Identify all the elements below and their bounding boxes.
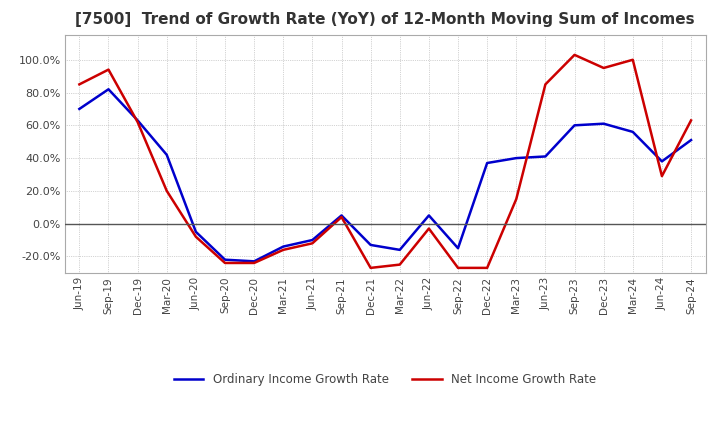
Net Income Growth Rate bbox=[250, 260, 258, 266]
Net Income Growth Rate bbox=[425, 226, 433, 231]
Net Income Growth Rate bbox=[133, 119, 142, 125]
Ordinary Income Growth Rate bbox=[75, 106, 84, 112]
Ordinary Income Growth Rate bbox=[163, 152, 171, 158]
Net Income Growth Rate bbox=[512, 196, 521, 202]
Ordinary Income Growth Rate bbox=[454, 246, 462, 251]
Net Income Growth Rate bbox=[279, 247, 287, 253]
Ordinary Income Growth Rate bbox=[657, 159, 666, 164]
Ordinary Income Growth Rate bbox=[425, 213, 433, 218]
Ordinary Income Growth Rate bbox=[483, 160, 492, 165]
Net Income Growth Rate bbox=[541, 82, 550, 87]
Ordinary Income Growth Rate bbox=[220, 257, 229, 262]
Net Income Growth Rate bbox=[75, 82, 84, 87]
Net Income Growth Rate bbox=[687, 118, 696, 123]
Net Income Growth Rate bbox=[192, 234, 200, 239]
Ordinary Income Growth Rate bbox=[570, 123, 579, 128]
Ordinary Income Growth Rate bbox=[366, 242, 375, 248]
Ordinary Income Growth Rate bbox=[133, 118, 142, 123]
Ordinary Income Growth Rate bbox=[512, 155, 521, 161]
Net Income Growth Rate bbox=[570, 52, 579, 58]
Line: Ordinary Income Growth Rate: Ordinary Income Growth Rate bbox=[79, 89, 691, 261]
Ordinary Income Growth Rate bbox=[104, 87, 113, 92]
Line: Net Income Growth Rate: Net Income Growth Rate bbox=[79, 55, 691, 268]
Net Income Growth Rate bbox=[220, 260, 229, 266]
Net Income Growth Rate bbox=[629, 57, 637, 62]
Net Income Growth Rate bbox=[599, 65, 608, 70]
Ordinary Income Growth Rate bbox=[599, 121, 608, 126]
Net Income Growth Rate bbox=[366, 265, 375, 271]
Net Income Growth Rate bbox=[483, 265, 492, 271]
Net Income Growth Rate bbox=[104, 67, 113, 72]
Ordinary Income Growth Rate bbox=[192, 229, 200, 235]
Ordinary Income Growth Rate bbox=[629, 129, 637, 135]
Net Income Growth Rate bbox=[395, 262, 404, 267]
Ordinary Income Growth Rate bbox=[308, 238, 317, 243]
Net Income Growth Rate bbox=[337, 214, 346, 220]
Ordinary Income Growth Rate bbox=[337, 213, 346, 218]
Title: [7500]  Trend of Growth Rate (YoY) of 12-Month Moving Sum of Incomes: [7500] Trend of Growth Rate (YoY) of 12-… bbox=[76, 12, 695, 27]
Net Income Growth Rate bbox=[308, 241, 317, 246]
Net Income Growth Rate bbox=[454, 265, 462, 271]
Ordinary Income Growth Rate bbox=[279, 244, 287, 249]
Net Income Growth Rate bbox=[163, 188, 171, 194]
Net Income Growth Rate bbox=[657, 173, 666, 179]
Ordinary Income Growth Rate bbox=[250, 259, 258, 264]
Ordinary Income Growth Rate bbox=[687, 137, 696, 143]
Ordinary Income Growth Rate bbox=[395, 247, 404, 253]
Legend: Ordinary Income Growth Rate, Net Income Growth Rate: Ordinary Income Growth Rate, Net Income … bbox=[169, 368, 601, 390]
Ordinary Income Growth Rate bbox=[541, 154, 550, 159]
